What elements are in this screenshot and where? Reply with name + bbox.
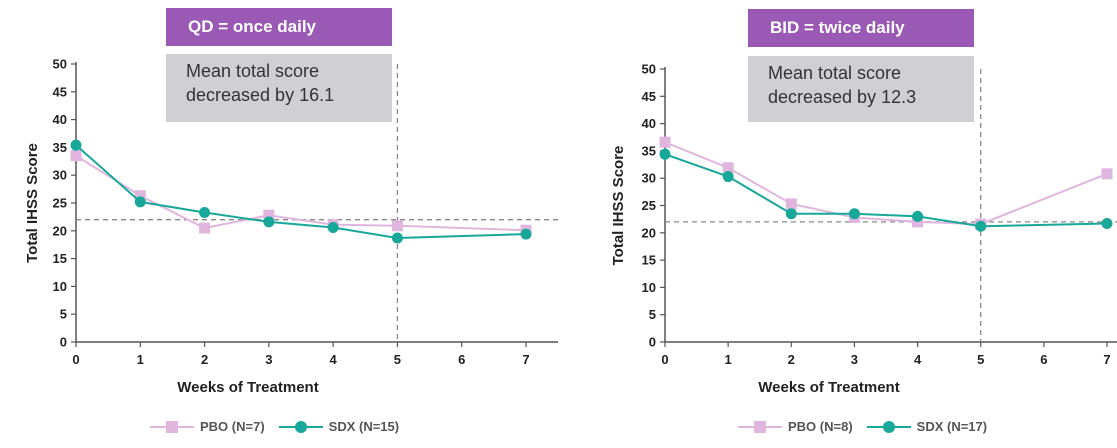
y-tick-label: 15 bbox=[642, 253, 656, 268]
sdx-point bbox=[520, 228, 532, 240]
x-tick-label: 2 bbox=[788, 352, 795, 367]
y-tick-label: 30 bbox=[642, 171, 656, 186]
pbo-point bbox=[1101, 168, 1113, 180]
y-tick-label: 15 bbox=[53, 251, 67, 266]
y-tick-label: 40 bbox=[53, 112, 67, 127]
dose-badge: QD = once daily bbox=[166, 8, 392, 46]
y-tick-label: 25 bbox=[642, 198, 656, 213]
x-tick-label: 5 bbox=[394, 352, 401, 367]
y-tick-label: 10 bbox=[53, 279, 67, 294]
y-tick-label: 5 bbox=[60, 307, 67, 322]
y-tick-label: 25 bbox=[53, 196, 67, 211]
legend: PBO (N=7) SDX (N=15) bbox=[150, 419, 399, 434]
pbo-point bbox=[134, 190, 146, 202]
annotation-box: Mean total score decreased by 12.3 bbox=[748, 56, 974, 122]
y-tick-label: 0 bbox=[60, 335, 67, 350]
legend-entry-sdx: SDX (N=17) bbox=[866, 419, 988, 434]
pbo-point bbox=[199, 222, 211, 234]
x-tick-label: 7 bbox=[522, 352, 529, 367]
sdx-point bbox=[785, 208, 797, 220]
y-axis-title: Total IHSS Score bbox=[610, 146, 627, 266]
sdx-point bbox=[912, 210, 924, 222]
x-tick-label: 0 bbox=[661, 352, 668, 367]
annotation-line-2: decreased by 12.3 bbox=[768, 87, 917, 107]
y-tick-label: 30 bbox=[53, 168, 67, 183]
pbo-legend-marker bbox=[150, 420, 194, 433]
annotation-line-2: decreased by 16.1 bbox=[186, 85, 335, 105]
sdx-legend-marker bbox=[866, 420, 911, 433]
sdx-point bbox=[134, 196, 146, 208]
annotation-line-1: Mean total score bbox=[768, 63, 902, 83]
x-tick-label: 3 bbox=[265, 352, 272, 367]
x-tick-label: 4 bbox=[914, 352, 922, 367]
sdx-point bbox=[391, 232, 403, 244]
pbo-point bbox=[659, 136, 671, 148]
x-tick-label: 7 bbox=[1103, 352, 1110, 367]
y-axis-title: Total IHSS Score bbox=[24, 143, 41, 263]
y-tick-label: 40 bbox=[642, 116, 656, 131]
x-tick-label: 6 bbox=[458, 352, 465, 367]
legend-label-sdx: SDX (N=17) bbox=[916, 419, 988, 434]
pbo-series-line bbox=[664, 141, 1108, 226]
sdx-point bbox=[263, 216, 275, 228]
x-tick-label: 3 bbox=[851, 352, 858, 367]
sdx-point bbox=[199, 206, 211, 218]
y-tick-label: 5 bbox=[649, 307, 656, 322]
pbo-point bbox=[785, 198, 797, 210]
x-tick-label: 1 bbox=[137, 352, 144, 367]
sdx-point bbox=[327, 221, 339, 233]
y-tick-label: 0 bbox=[649, 335, 656, 350]
x-tick-label: 5 bbox=[977, 352, 984, 367]
x-axis-title: Weeks of Treatment bbox=[758, 379, 899, 396]
sdx-point bbox=[722, 171, 734, 183]
sdx-point bbox=[659, 148, 671, 160]
y-tick-label: 20 bbox=[642, 225, 656, 240]
x-tick-label: 4 bbox=[330, 352, 338, 367]
legend-entry-pbo: PBO (N=8) bbox=[738, 419, 853, 434]
sdx-legend-marker bbox=[278, 420, 323, 433]
y-tick-label: 35 bbox=[642, 143, 656, 158]
y-tick-label: 35 bbox=[53, 140, 67, 155]
x-axis-title: Weeks of Treatment bbox=[177, 379, 318, 396]
y-tick-label: 20 bbox=[53, 223, 67, 238]
dose-badge: BID = twice daily bbox=[748, 9, 974, 47]
sdx-point bbox=[848, 208, 860, 220]
legend-label-pbo: PBO (N=7) bbox=[200, 419, 265, 434]
chart-panel-bid: 0 5 10 15 20 25 30 35 40 45 50 0 1 2 3 4 5 6 7 Weeks of Tre… bbox=[588, 0, 1117, 448]
legend: PBO (N=8) SDX (N=17) bbox=[738, 419, 987, 434]
x-tick-label: 2 bbox=[201, 352, 208, 367]
pbo-point bbox=[70, 150, 82, 162]
y-tick-label: 10 bbox=[642, 280, 656, 295]
legend-entry-pbo: PBO (N=7) bbox=[150, 419, 265, 434]
legend-entry-sdx: SDX (N=15) bbox=[278, 419, 400, 434]
sdx-point bbox=[70, 139, 82, 151]
x-tick-label: 0 bbox=[72, 352, 79, 367]
annotation-box: Mean total score decreased by 16.1 bbox=[166, 54, 392, 122]
x-tick-label: 6 bbox=[1040, 352, 1047, 367]
y-tick-label: 50 bbox=[642, 62, 656, 77]
x-tick-label: 1 bbox=[725, 352, 732, 367]
annotation-line-1: Mean total score bbox=[186, 61, 320, 81]
y-tick-label: 50 bbox=[53, 57, 67, 72]
legend-label-sdx: SDX (N=15) bbox=[328, 419, 400, 434]
pbo-point bbox=[722, 162, 734, 174]
pbo-legend-marker bbox=[738, 420, 782, 433]
y-tick-label: 45 bbox=[642, 89, 656, 104]
pbo-point bbox=[391, 220, 403, 232]
y-tick-label: 45 bbox=[53, 84, 67, 99]
sdx-point bbox=[1101, 218, 1113, 230]
pbo-point bbox=[263, 209, 275, 221]
legend-label-pbo: PBO (N=8) bbox=[788, 419, 853, 434]
sdx-point bbox=[975, 220, 987, 232]
chart-panel-qd: 0 5 10 15 20 25 30 35 40 45 50 0 1 2 3 4 5 6 7 Weeks of Tre… bbox=[0, 0, 558, 448]
